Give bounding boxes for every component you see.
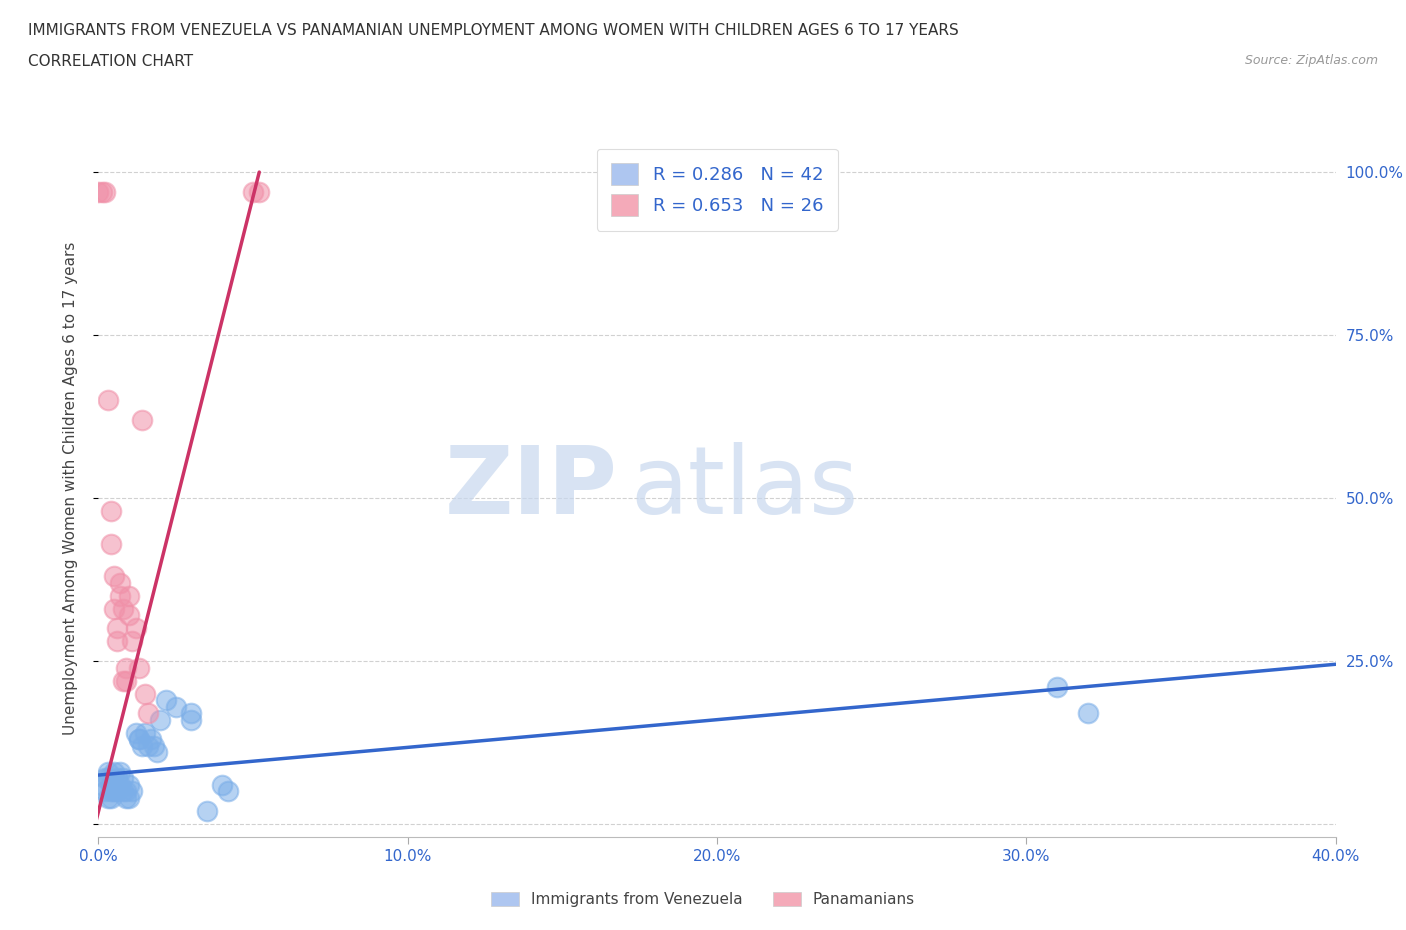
Point	[93, 771, 115, 786]
Point	[105, 634, 128, 649]
Point	[115, 784, 138, 799]
Point	[1077, 706, 1099, 721]
Point	[118, 790, 141, 805]
Point	[100, 790, 122, 805]
Point	[97, 771, 120, 786]
Point	[131, 412, 153, 427]
Point	[108, 576, 131, 591]
Point	[242, 184, 264, 199]
Point	[100, 777, 122, 792]
Point	[118, 608, 141, 623]
Point	[1046, 680, 1069, 695]
Point	[105, 784, 128, 799]
Point	[112, 673, 135, 688]
Legend: Immigrants from Venezuela, Panamanians: Immigrants from Venezuela, Panamanians	[485, 885, 921, 913]
Point	[97, 790, 120, 805]
Point	[134, 686, 156, 701]
Point	[108, 589, 131, 604]
Point	[124, 725, 146, 740]
Point	[103, 569, 125, 584]
Text: Source: ZipAtlas.com: Source: ZipAtlas.com	[1244, 54, 1378, 67]
Text: IMMIGRANTS FROM VENEZUELA VS PANAMANIAN UNEMPLOYMENT AMONG WOMEN WITH CHILDREN A: IMMIGRANTS FROM VENEZUELA VS PANAMANIAN …	[28, 23, 959, 38]
Point	[136, 706, 159, 721]
Point	[97, 764, 120, 779]
Point	[247, 184, 270, 199]
Text: ZIP: ZIP	[446, 443, 619, 534]
Point	[139, 732, 162, 747]
Point	[115, 660, 138, 675]
Point	[118, 589, 141, 604]
Point	[165, 699, 187, 714]
Point	[217, 784, 239, 799]
Point	[105, 771, 128, 786]
Point	[87, 184, 110, 199]
Point	[136, 738, 159, 753]
Point	[155, 693, 177, 708]
Point	[100, 784, 122, 799]
Point	[93, 784, 115, 799]
Point	[112, 784, 135, 799]
Point	[108, 764, 131, 779]
Point	[115, 790, 138, 805]
Y-axis label: Unemployment Among Women with Children Ages 6 to 17 years: Unemployment Among Women with Children A…	[63, 242, 77, 735]
Point	[128, 732, 150, 747]
Point	[112, 771, 135, 786]
Point	[108, 777, 131, 792]
Point	[93, 184, 115, 199]
Point	[128, 732, 150, 747]
Point	[112, 602, 135, 617]
Point	[146, 745, 169, 760]
Point	[115, 673, 138, 688]
Point	[103, 602, 125, 617]
Point	[121, 634, 143, 649]
Point	[211, 777, 233, 792]
Point	[103, 764, 125, 779]
Point	[131, 738, 153, 753]
Point	[105, 621, 128, 636]
Point	[103, 784, 125, 799]
Point	[195, 804, 218, 818]
Point	[90, 777, 112, 792]
Point	[100, 537, 122, 551]
Point	[180, 712, 202, 727]
Point	[97, 392, 120, 407]
Text: CORRELATION CHART: CORRELATION CHART	[28, 54, 193, 69]
Legend: R = 0.286   N = 42, R = 0.653   N = 26: R = 0.286 N = 42, R = 0.653 N = 26	[596, 149, 838, 231]
Point	[134, 725, 156, 740]
Point	[143, 738, 166, 753]
Point	[128, 660, 150, 675]
Point	[118, 777, 141, 792]
Point	[124, 621, 146, 636]
Point	[149, 712, 172, 727]
Text: atlas: atlas	[630, 443, 859, 534]
Point	[180, 706, 202, 721]
Point	[100, 504, 122, 519]
Point	[121, 784, 143, 799]
Point	[90, 184, 112, 199]
Point	[103, 777, 125, 792]
